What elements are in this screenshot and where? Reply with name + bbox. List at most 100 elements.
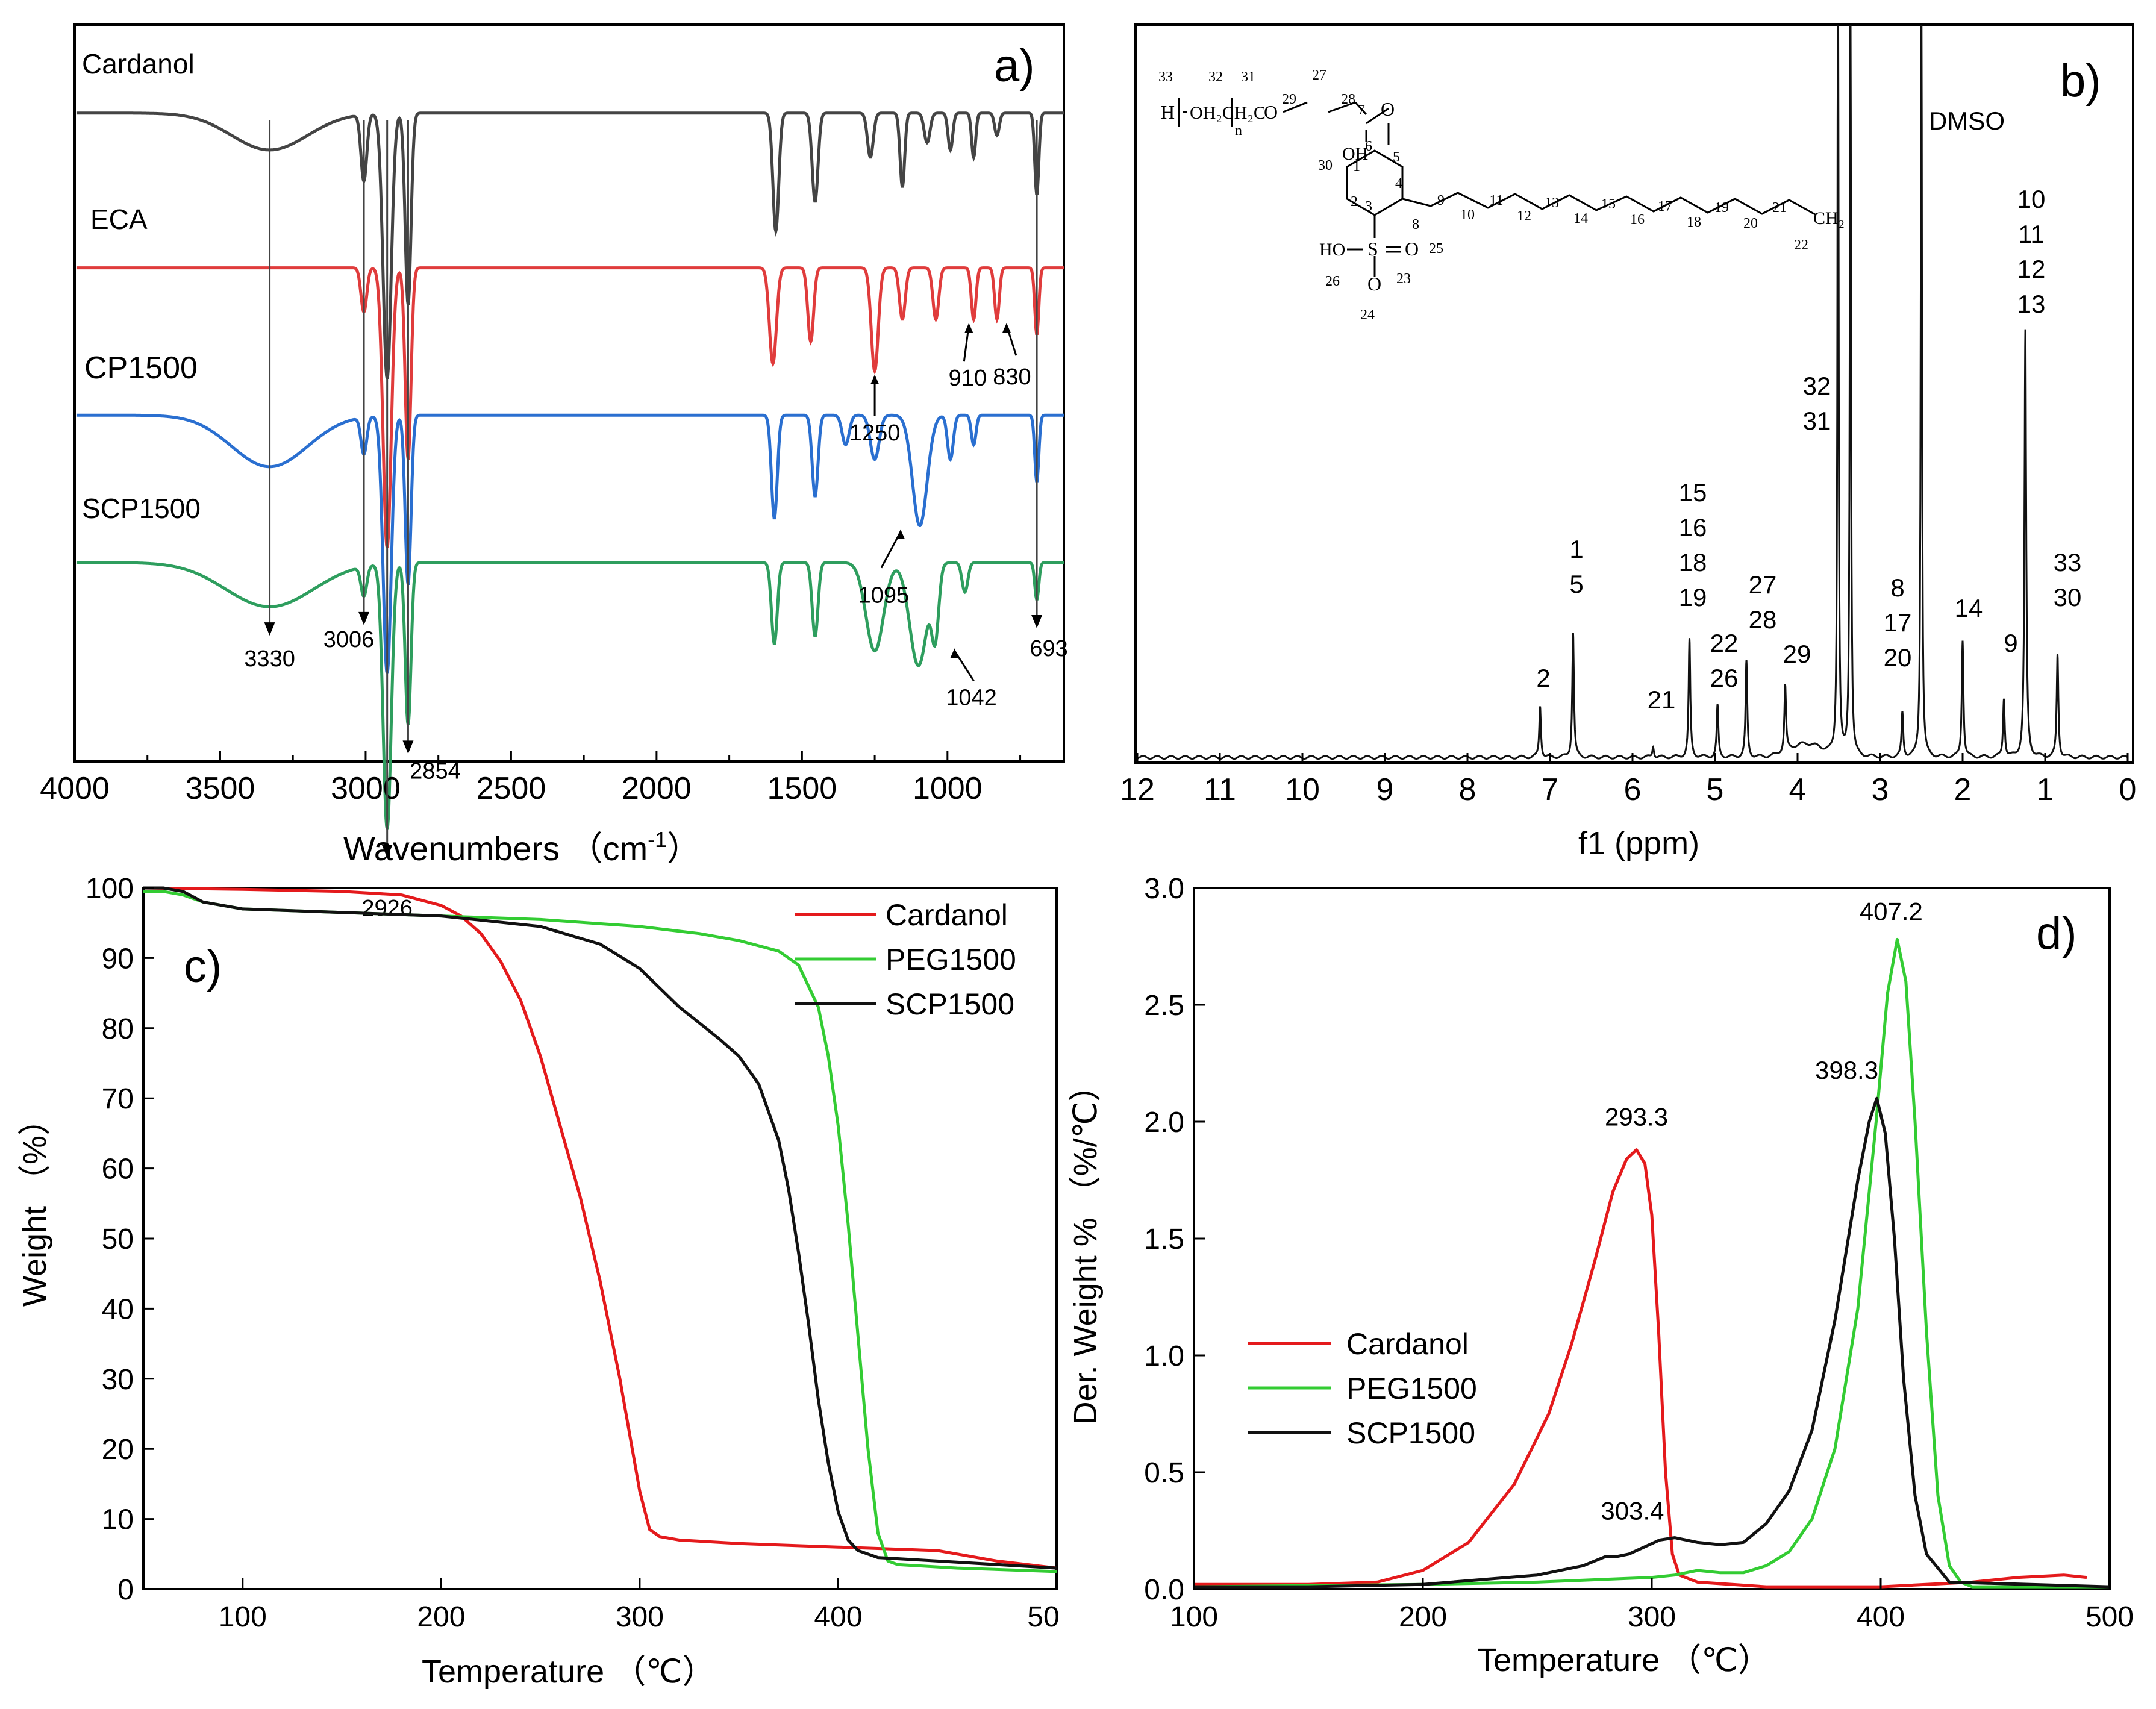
x-tick-label: 500 [2086, 1601, 2134, 1633]
structure-number-13: 13 [1545, 195, 1559, 211]
x-tick-label: 200 [1399, 1601, 1447, 1633]
arrow-head [402, 740, 414, 754]
peak-label-3330: 3330 [244, 646, 295, 672]
peak-label-17: 17 [1884, 608, 1912, 637]
x-tick-label: 2000 [622, 771, 692, 806]
x-tick-label: 0 [2119, 772, 2137, 807]
structure-number-7: 7 [1358, 102, 1365, 118]
x-tick-label: 10 [1285, 772, 1320, 807]
y-tick-label: 100 [86, 873, 134, 905]
series-line-peg1500 [1193, 937, 2110, 1589]
atom-ho: HO [1319, 240, 1345, 260]
series-line-cardanol [76, 111, 1064, 380]
peak-label-407-2: 407.2 [1860, 897, 1923, 925]
x-tick-label: 300 [1628, 1601, 1676, 1633]
y-tick-label: 60 [102, 1154, 134, 1186]
peak-label-dmso: DMSO [1929, 107, 2005, 135]
structure-number-20: 20 [1743, 216, 1758, 231]
structure-number-4: 4 [1395, 176, 1402, 192]
y-tick-label: 1.5 [1144, 1223, 1184, 1255]
x-tick-label: 11 [1204, 772, 1236, 807]
panel-b-frame [1134, 23, 2134, 764]
y-tick-label: 1.0 [1144, 1340, 1184, 1372]
structure-number-19: 19 [1714, 200, 1729, 216]
panel-a-frame [73, 23, 1065, 763]
y-tick-label: 40 [102, 1293, 134, 1325]
x-tick-label: 5 [1707, 772, 1724, 807]
y-tick-label: 10 [102, 1504, 134, 1536]
peak-label-3006: 3006 [323, 627, 375, 652]
structure-number-27: 27 [1312, 67, 1326, 83]
structure-number-17: 17 [1658, 199, 1672, 214]
peak-label-33: 33 [2054, 548, 2082, 576]
y-tick-label: 30 [102, 1364, 134, 1396]
y-axis-label: Der. Weight % （%/℃） [1067, 1069, 1104, 1425]
x-tick-label: 400 [814, 1601, 862, 1633]
panel-d-label: d) [2036, 908, 2077, 959]
atom-h: H [1161, 101, 1175, 123]
x-tick-label: 8 [1459, 772, 1476, 807]
x-tick-label: 2500 [477, 771, 546, 806]
peak-label-11: 11 [2018, 220, 2045, 248]
legend-label-cardanol: Cardanol [886, 898, 1008, 932]
series-name-cardanol: Cardanol [82, 48, 195, 80]
series-line-eca [76, 266, 1064, 548]
structure-number-2: 2 [1351, 194, 1358, 210]
peak-label-15: 15 [1679, 478, 1707, 507]
peak-label-19: 19 [1679, 583, 1707, 611]
panel-d-dtg: d) 100 200 300 400 5000.00.51.01.52.02.53.0 … [1067, 873, 2134, 1678]
peak-label-26: 26 [1710, 664, 1739, 692]
peak-label-9: 9 [2004, 629, 2017, 657]
panel-a-ftir: a) 4000 3500 3000 2500 2000 1500 1000 3330 3006… [40, 23, 1068, 921]
peak-label-910: 910 [949, 366, 987, 391]
atom-ch2: CH₂ [1813, 208, 1845, 228]
peak-label-2926: 2926 [361, 896, 413, 921]
structure-number-29: 29 [1282, 92, 1296, 107]
legend-label-scp1500: SCP1500 [1346, 1416, 1475, 1450]
structure-number-26: 26 [1325, 273, 1340, 289]
x-tick-label: 1000 [913, 771, 983, 806]
legend-label-scp1500: SCP1500 [886, 987, 1014, 1021]
y-tick-label: 0 [117, 1574, 134, 1606]
atom-o1: O [1264, 101, 1278, 123]
peak-label-20: 20 [1884, 643, 1912, 672]
x-tick-label: 4000 [40, 771, 110, 806]
structure-atoms: H OH₂CH₂C n O O OH HO S O O CH₂ 33 32 3129… [1158, 67, 1845, 323]
structure-number-24: 24 [1360, 307, 1375, 323]
panel-b-nmr: b) 12 11 10 9 8 7 6 5 4 3 2 1 0 21521151618192226272… [1120, 23, 2137, 861]
structure-number-31: 31 [1241, 69, 1255, 85]
peak-label-31: 31 [1803, 407, 1831, 435]
series-line-scp1500 [76, 561, 1064, 830]
series-name-cp1500: CP1500 [84, 351, 198, 386]
x-tick-label: 12 [1120, 772, 1155, 807]
peak-label-27: 27 [1749, 570, 1777, 599]
peak-label-30: 30 [2054, 583, 2082, 611]
panel-c-label: c) [184, 941, 222, 992]
structure-number-21: 21 [1772, 200, 1787, 216]
atom-chain: OH₂CH₂C [1190, 103, 1266, 123]
panel-a-label: a) [994, 40, 1035, 92]
arrow-head [1031, 614, 1043, 628]
x-tick-label: 200 [417, 1601, 465, 1633]
peak-label-1: 1 [1569, 535, 1583, 563]
series-line-cp1500 [76, 413, 1064, 674]
pointer-head [896, 529, 905, 539]
atom-o2: O [1381, 98, 1395, 120]
atom-s: S [1367, 238, 1378, 260]
pointer-head [964, 323, 973, 333]
structure-number-15: 15 [1601, 196, 1616, 212]
x-tick-label: 4 [1789, 772, 1807, 807]
peak-label-28: 28 [1749, 605, 1777, 634]
atom-o4: O [1367, 273, 1381, 295]
pointer-head [1002, 323, 1011, 333]
peak-label-2854: 2854 [410, 758, 461, 784]
y-tick-label: 0.0 [1144, 1574, 1184, 1606]
x-tick-label: 7 [1542, 772, 1559, 807]
structure-number-12: 12 [1517, 208, 1531, 224]
legend-label-peg1500: PEG1500 [1346, 1372, 1477, 1405]
structure-number-23: 23 [1396, 271, 1411, 287]
x-tick-label: 3 [1872, 772, 1889, 807]
x-tick-label: 3500 [186, 771, 255, 806]
x-tick-label: 6 [1624, 772, 1642, 807]
x-tick-label: 9 [1376, 772, 1394, 807]
